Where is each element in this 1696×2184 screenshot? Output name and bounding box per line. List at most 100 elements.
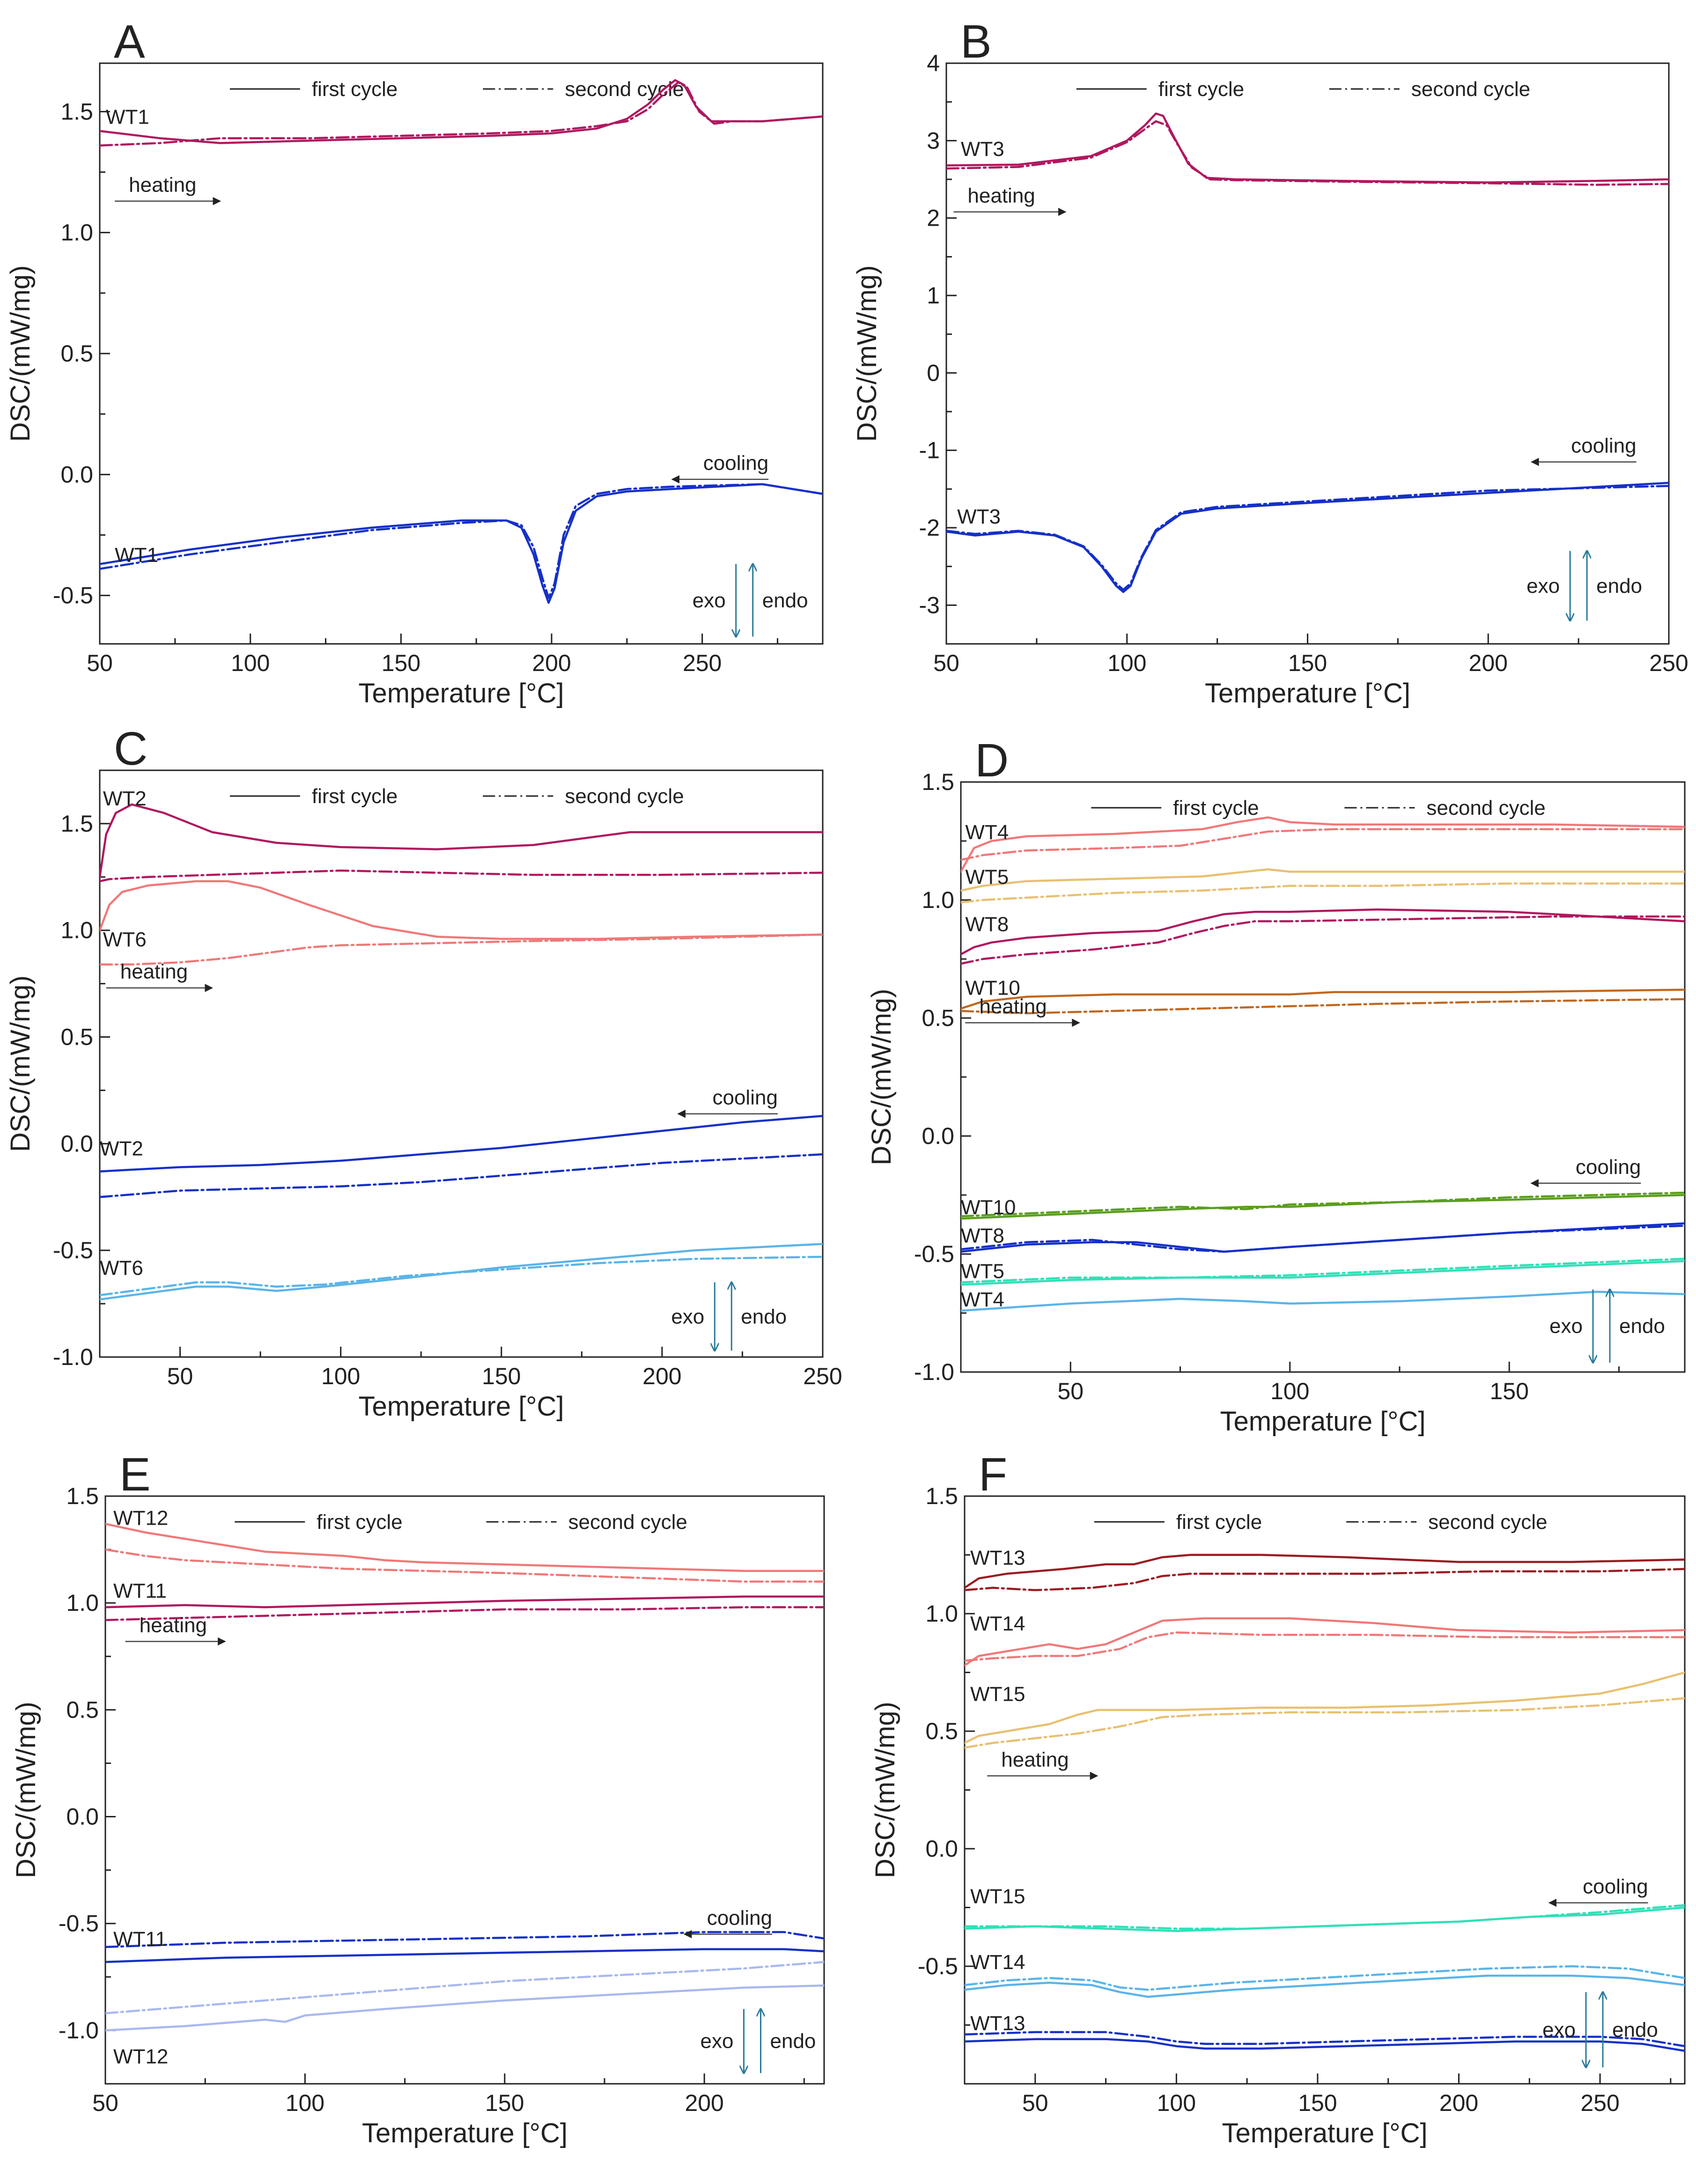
panel-a-series-wt1-solid: [100, 79, 823, 144]
panel-e-heating-label: heating: [140, 1614, 207, 1637]
panel-b-series-wt3-dashdot: [946, 120, 1669, 186]
panel-d-legend-first-label: first cycle: [1173, 797, 1259, 819]
panel-e-endo-label: endo: [770, 2030, 816, 2053]
panel-c-x-tick-label: 200: [642, 1363, 681, 1389]
panel-b-y-tick-label: -2: [919, 515, 940, 541]
panel-f-series-wt13-solid: [965, 1554, 1685, 1589]
panel-f-series-wt13-solid: [965, 2038, 1685, 2052]
panel-d: D 50 100 150 -1.0 -0.5 0.0 0.5 1.0 1.5 Temperature…: [866, 734, 1686, 1437]
panel-a-y-tick-label: 0.5: [60, 340, 93, 367]
panel-b-sample-label: WT3: [961, 138, 1004, 161]
panel-a-x-tick-label: 50: [87, 650, 113, 676]
panel-b-x-tick-label: 50: [933, 650, 959, 676]
panel-e-plot-frame: [104, 1495, 825, 2085]
panel-f-plot-frame: [964, 1495, 1686, 2085]
panel-f-series-wt14-solid: [965, 1617, 1685, 1667]
panel-d-series-wt5-solid: [961, 1260, 1685, 1286]
panel-e-y-tick-label: -1.0: [59, 2017, 99, 2044]
panel-d-series-wt5-dashdot: [961, 882, 1685, 904]
panel-a-y-tick-label: 1.5: [60, 98, 93, 125]
panel-d-x-tick-label: 100: [1270, 1378, 1309, 1404]
panel-a-series-wt1-dashdot: [100, 81, 823, 147]
panel-c-endo-label: endo: [741, 1305, 787, 1328]
panel-f-sample-label: WT14: [970, 1612, 1025, 1635]
panel-f-y-axis-title: DSC/(mW/mg): [870, 1702, 900, 1878]
panel-f-cooling-label: cooling: [1583, 1875, 1648, 1898]
panel-e-sample-label: WT11: [113, 1928, 167, 1951]
panel-e: E 50 100 150 200 -1.0 -0.5 0.0 0.5 1.0 1.5 Temperat…: [11, 1448, 825, 2148]
panel-c-legend-second-label: second cycle: [565, 785, 684, 808]
panel-b-y-tick-label: 1: [927, 282, 940, 309]
panel-d-y-axis-title: DSC/(mW/mg): [866, 989, 897, 1166]
panel-a-letter: A: [114, 15, 145, 68]
panel-b-y-axis-title: DSC/(mW/mg): [852, 266, 882, 442]
panel-a-sample-label: WT1: [115, 544, 158, 567]
panel-b-y-tick-label: 2: [927, 205, 940, 231]
panel-e-x-tick-label: 50: [92, 2090, 118, 2116]
panel-d-series-wt4-dashdot: [961, 828, 1685, 861]
panel-c-y-tick-label: 1.0: [60, 917, 93, 944]
panel-b-y-tick-label: -1: [919, 437, 940, 464]
panel-e-x-tick-label: 200: [685, 2090, 723, 2116]
panel-b-endo-label: endo: [1596, 575, 1642, 598]
panel-d-series-wt8-solid: [961, 908, 1685, 956]
panel-d-sample-label: WT4: [965, 821, 1009, 844]
panel-c-y-tick-label: 0.0: [60, 1130, 93, 1157]
panel-f-series-wt14-dashdot: [965, 1631, 1685, 1662]
panel-c-x-axis-title: Temperature [°C]: [358, 1391, 564, 1422]
panel-b-y-tick-label: 0: [927, 360, 940, 386]
panel-c-series-wt6-dashdot: [100, 933, 823, 966]
panel-f-legend-first-label: first cycle: [1176, 1511, 1262, 1534]
panel-a-y-tick-label: 1.0: [60, 220, 93, 246]
panel-a-legend-first-label: first cycle: [312, 78, 398, 101]
panel-d-series-wt10-dashdot: [961, 1191, 1685, 1217]
panel-d-series-wt10-solid: [961, 989, 1685, 1010]
panel-e-x-tick-label: 100: [286, 2090, 324, 2116]
panel-b-series-wt3-solid: [946, 481, 1669, 593]
panel-f-letter: F: [979, 1448, 1007, 1501]
panel-a-series-wt1-dashdot: [100, 483, 823, 599]
panel-b-letter: B: [960, 15, 992, 68]
panel-b-x-tick-label: 250: [1649, 650, 1688, 676]
panel-f-exo-label: exo: [1542, 2019, 1576, 2042]
panel-f-x-tick-label: 100: [1157, 2090, 1196, 2116]
panel-b-x-tick-label: 150: [1288, 650, 1327, 676]
panel-b-plot-frame: [945, 62, 1670, 645]
panel-e-y-tick-label: 1.0: [66, 1590, 99, 1616]
panel-e-series-wt11-dashdot: [105, 1931, 824, 1948]
panel-d-sample-label: WT10: [965, 976, 1020, 999]
panel-e-y-axis-title: DSC/(mW/mg): [11, 1702, 41, 1878]
panel-e-sample-label: WT11: [113, 1579, 167, 1602]
panel-c-letter: C: [114, 723, 147, 775]
panel-f-x-tick-label: 250: [1580, 2090, 1619, 2116]
panel-c-cooling-label: cooling: [712, 1086, 777, 1109]
panel-c-y-tick-label: 1.5: [60, 811, 93, 837]
panel-f-x-axis-title: Temperature [°C]: [1222, 2118, 1427, 2148]
panel-a-x-tick-label: 100: [231, 650, 270, 676]
panel-d-sample-label: WT5: [961, 1260, 1004, 1283]
panel-f-series-wt15-dashdot: [965, 1904, 1685, 1930]
panel-f-y-tick-label: 1.5: [925, 1483, 958, 1509]
panel-f-series-wt14-solid: [965, 1974, 1685, 1998]
panel-c-series-wt6-solid: [100, 880, 823, 940]
panel-d-series-wt8-dashdot: [961, 1225, 1685, 1253]
panel-e-y-tick-label: 0.0: [66, 1804, 99, 1830]
panel-d-x-tick-label: 150: [1490, 1378, 1528, 1404]
panel-d-sample-label: WT10: [961, 1196, 1016, 1219]
panel-a-series-wt1-solid: [100, 483, 823, 604]
panel-f-y-tick-label: 1.0: [925, 1601, 958, 1627]
panel-b-x-axis-title: Temperature [°C]: [1205, 678, 1410, 708]
panel-f-endo-label: endo: [1612, 2019, 1658, 2042]
panel-d-sample-label: WT8: [961, 1225, 1004, 1247]
panel-d-letter: D: [975, 734, 1009, 787]
panel-a-cooling-label: cooling: [703, 452, 768, 475]
panel-c-sample-label: WT6: [103, 928, 147, 951]
panel-f-x-tick-label: 50: [1022, 2090, 1048, 2116]
panel-b-exo-label: exo: [1526, 575, 1560, 598]
panel-e-letter: E: [119, 1448, 151, 1501]
panel-a-endo-label: endo: [762, 589, 808, 612]
panel-d-series-wt4-solid: [961, 816, 1685, 873]
panel-f-x-tick-label: 200: [1439, 2090, 1478, 2116]
panel-d-endo-label: endo: [1619, 1315, 1665, 1338]
panel-c-series-wt6-solid: [100, 1243, 823, 1301]
